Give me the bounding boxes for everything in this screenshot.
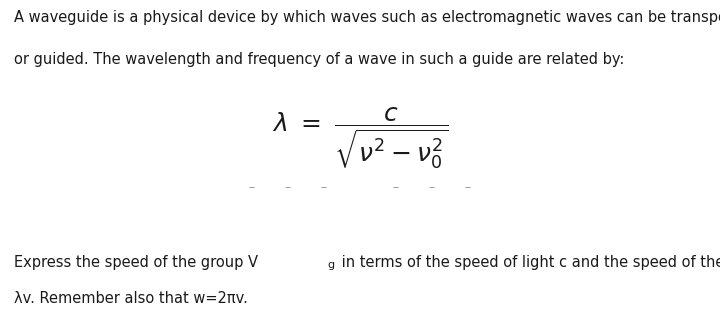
Text: Express the speed of the group V: Express the speed of the group V [14,255,258,270]
Text: in terms of the speed of light c and the speed of the phase Vp=: in terms of the speed of light c and the… [337,255,720,270]
Text: $\lambda\ =\ \dfrac{c}{\sqrt{\nu^2 - \nu_0^2}}$: $\lambda\ =\ \dfrac{c}{\sqrt{\nu^2 - \nu… [271,106,449,172]
Text: A waveguide is a physical device by which waves such as electromagnetic waves ca: A waveguide is a physical device by whic… [14,10,720,25]
Text: –: – [321,181,327,194]
Text: λv. Remember also that w=2πv.: λv. Remember also that w=2πv. [14,291,248,306]
Text: –: – [285,181,291,194]
Text: g: g [327,260,334,270]
Text: –: – [249,181,255,194]
Text: –: – [465,181,471,194]
Text: or guided. The wavelength and frequency of a wave in such a guide are related by: or guided. The wavelength and frequency … [14,52,625,67]
Text: –: – [393,181,399,194]
Text: –: – [429,181,435,194]
